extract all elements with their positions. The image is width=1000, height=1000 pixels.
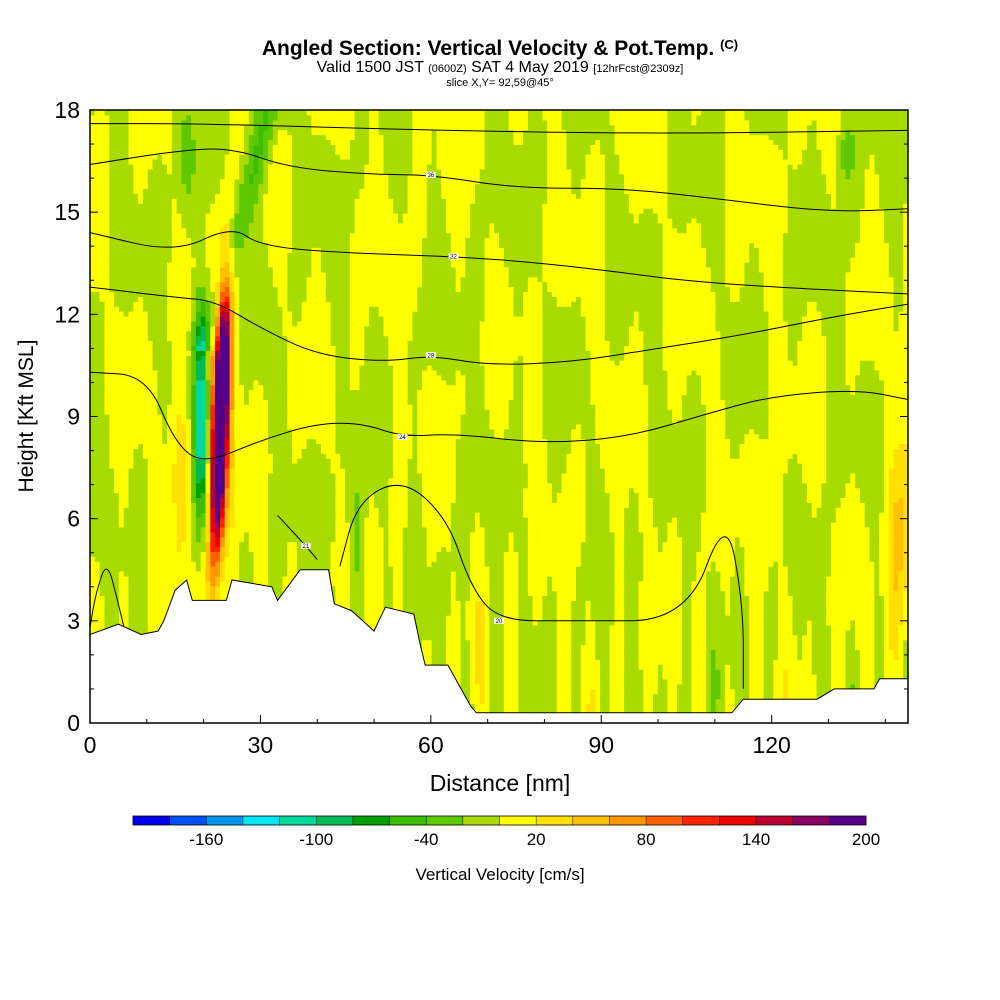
colorbar-swatch [756,816,794,825]
colorbar-swatch [536,816,574,825]
x-tick-label: 120 [752,732,790,758]
slice-info: slice X,Y= 92,59@45° [0,77,1000,89]
theta-isolines: 21 20 24 28 32 36 [90,123,908,689]
terrain-profile [90,569,908,723]
colorbar-tick-label: -100 [299,830,333,849]
theta-isoline [277,514,318,560]
colorbar-tick-label: 140 [742,830,770,849]
isoline-label: 20 [496,619,503,625]
isoline-label: 24 [399,435,406,441]
forecast-note: [12hrFcst@2309z] [593,63,683,75]
valid-zulu: (0600Z) [428,63,467,75]
y-tick-label: 18 [54,97,80,123]
isoline-label-box [448,253,459,260]
colorbar-swatch [646,816,684,825]
colorbar-swatch [609,816,647,825]
colorbar-swatch [572,816,610,825]
isoline-label: 36 [427,173,434,179]
isoline-label-box [425,352,436,359]
title-units: (C) [720,37,738,52]
theta-isoline [90,123,908,134]
colorbar-swatch [242,816,280,825]
x-tick-label: 60 [418,732,444,758]
y-tick-label: 15 [54,199,80,225]
y-tick-label: 9 [67,404,80,430]
x-tick-label: 30 [248,732,274,758]
theta-isoline [339,484,744,689]
isoline-label-box [425,171,436,178]
colorbar-tick-label: 20 [527,830,546,849]
colorbar-tick-label: 200 [852,830,880,849]
colorbar-swatch [316,816,354,825]
colorbar-label: Vertical Velocity [cm/s] [415,865,584,884]
x-tick-label: 0 [84,732,97,758]
x-tick-label: 90 [588,732,614,758]
colorbar-swatch [169,816,207,825]
colorbar-swatch [829,816,867,825]
valid-date: SAT 4 May 2019 [471,59,589,76]
chart-title: Angled Section: Vertical Velocity & Pot.… [0,37,1000,61]
theta-isoline [90,231,908,295]
colorbar-swatch [719,816,757,825]
y-tick-label: 0 [67,710,80,736]
isoline-label-box [300,542,311,549]
valid-time: Valid 1500 JST [317,59,424,76]
x-axis-label: Distance [nm] [430,770,571,796]
colorbar-swatch [133,816,171,825]
colorbar-tick-label: -40 [414,830,439,849]
isoline-label-box [397,433,408,440]
isoline-label: 32 [450,255,457,261]
isoline-label-box [494,617,504,624]
chart-title-text: Angled Section: Vertical Velocity & Pot.… [262,37,714,60]
colorbar-swatch [462,816,500,825]
theta-isoline [90,568,125,628]
colorbar-swatch [279,816,317,825]
theta-isoline [90,148,908,212]
colorbar-tick-label: 80 [637,830,656,849]
y-tick-label: 3 [67,608,80,634]
colorbar-swatch [352,816,390,825]
terrain [90,569,908,723]
colorbar-tick-label: -160 [189,830,223,849]
y-tick-label: 6 [67,506,80,532]
colorbar: -160 -100 -40 20 80 140 200 [132,815,880,849]
colorbar-swatch [206,816,244,825]
colorbar-swatch [792,816,830,825]
y-axis-label: Height [Kft MSL] [15,340,38,493]
colorbar-swatch [682,816,720,825]
colorbar-swatch [389,816,427,825]
isoline-label: 21 [303,544,310,550]
y-tick-label: 12 [54,301,80,327]
colorbar-swatch [499,816,537,825]
isoline-label: 28 [427,353,434,359]
colorbar-swatch [426,816,464,825]
chart-subtitle: Valid 1500 JST (0600Z) SAT 4 May 2019 [1… [0,59,1000,77]
